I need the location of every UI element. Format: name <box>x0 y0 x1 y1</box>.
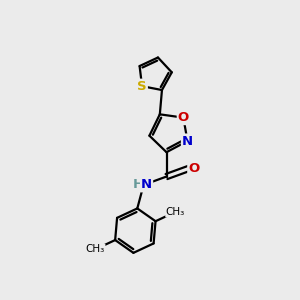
Text: CH₃: CH₃ <box>166 207 185 217</box>
Text: O: O <box>178 111 189 124</box>
Text: O: O <box>188 162 200 175</box>
Text: N: N <box>141 178 152 191</box>
Text: CH₃: CH₃ <box>85 244 105 254</box>
Text: S: S <box>137 80 147 93</box>
Text: H: H <box>133 178 144 191</box>
Text: N: N <box>182 134 193 148</box>
